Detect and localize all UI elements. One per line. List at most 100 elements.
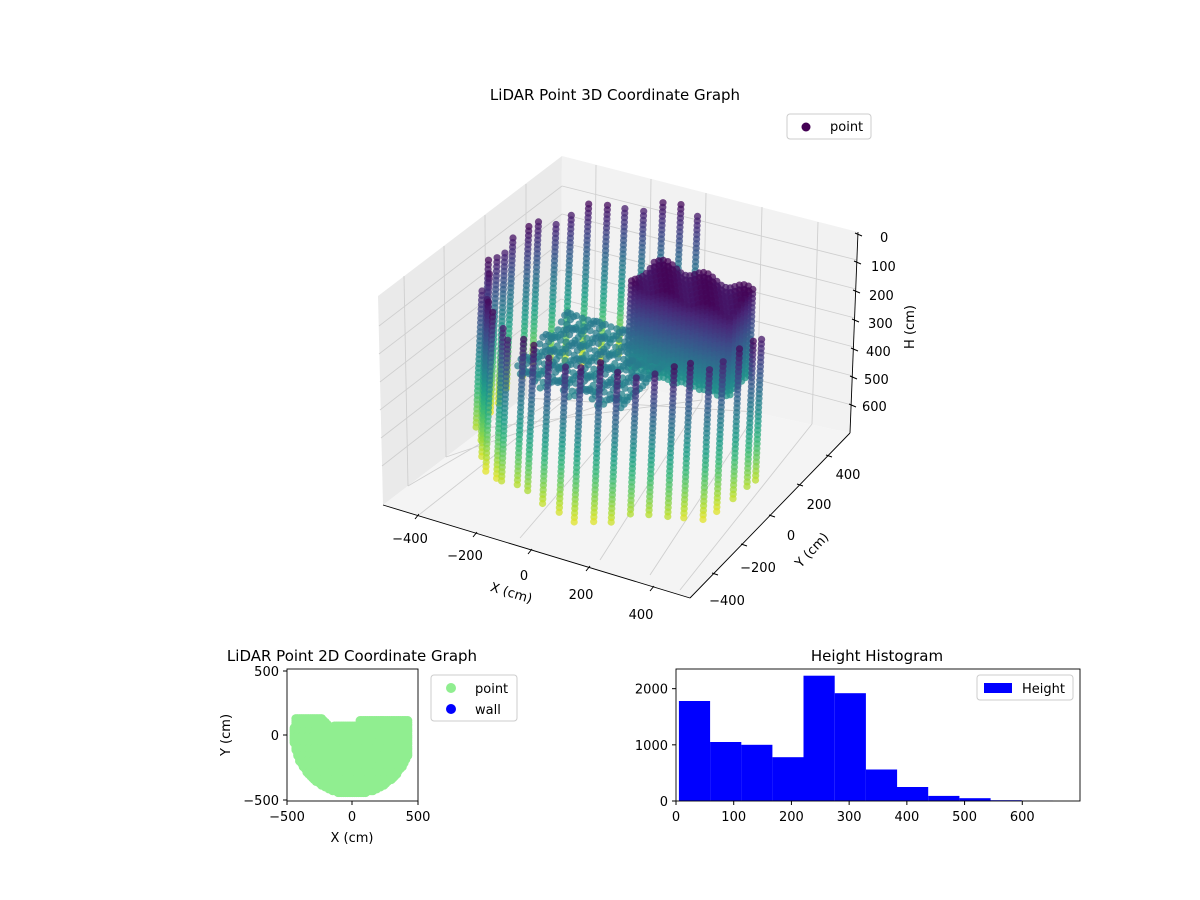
scatter-point-3d <box>625 359 633 367</box>
y-tick-3d-3: 0 <box>768 514 795 544</box>
scatter-point-3d <box>646 356 654 364</box>
scatter-point-3d <box>589 320 598 328</box>
scatter-point-3d <box>585 345 593 353</box>
scatter-point-3d <box>535 358 543 366</box>
scatter-point-3d <box>743 482 751 490</box>
scatter-point-3d <box>713 507 721 516</box>
y-tick-3d-5: 400 <box>825 454 861 483</box>
chart-3d-points <box>472 199 766 526</box>
x-tick-3d-2: −200 <box>447 531 483 564</box>
scatter-point-3d <box>596 351 605 359</box>
chart-2d-title: LiDAR Point 2D Coordinate Graph <box>227 647 477 665</box>
scatter-point-3d <box>560 330 568 338</box>
scatter-point-3d <box>583 387 591 395</box>
scatter-point-3d <box>590 518 598 526</box>
scatter-point-3d <box>554 378 562 387</box>
z-tick-3d-6: 500 <box>849 373 889 388</box>
scatter-point-3d <box>618 329 626 337</box>
y-tick-label: 400 <box>836 468 861 483</box>
scatter-point-3d <box>588 339 597 347</box>
z-tick-label: 500 <box>864 373 889 388</box>
scatter-point-3d <box>751 476 760 484</box>
x-tick-label: −400 <box>392 532 428 547</box>
scatter-point-3d <box>617 347 625 355</box>
chart-3d-y-label: Y (cm) <box>792 530 832 572</box>
scatter-point-3d <box>561 311 569 319</box>
z-tick-3d-3: 200 <box>852 289 894 304</box>
chart-3d-x-label: X (cm) <box>488 580 534 607</box>
legend-marker-point <box>801 122 811 132</box>
z-tick-label: 200 <box>869 289 894 304</box>
legend-label-point: point <box>830 120 863 135</box>
scatter-point-3d <box>564 349 573 357</box>
x-tick-3d-3: 0 <box>520 548 533 584</box>
scatter-point-3d <box>482 467 490 475</box>
scatter-point-3d <box>607 518 615 526</box>
scatter-point-3d <box>565 331 574 339</box>
scatter-point-3d <box>538 352 546 360</box>
scatter-point-3d <box>664 512 672 521</box>
chart-2d: LiDAR Point 2D Coordinate Graph −500 0 5… <box>219 647 518 846</box>
scatter-point-3d <box>621 384 629 392</box>
y-tick-3d-2: −200 <box>740 543 776 576</box>
scatter-point-3d <box>606 395 614 403</box>
z-tick-label: 400 <box>866 345 891 360</box>
scatter-point-3d <box>626 510 635 518</box>
scatter-point-3d <box>603 381 612 389</box>
y-tick-label: −400 <box>709 594 745 609</box>
scatter-point-3d <box>622 366 630 374</box>
scatter-point-3d <box>570 518 578 526</box>
x-tick-3d-1: −400 <box>392 513 428 547</box>
legend-box <box>786 113 872 140</box>
scatter-point-3d <box>556 336 565 344</box>
scatter-point-3d <box>623 348 631 356</box>
y-tick-label: −200 <box>740 561 776 576</box>
scatter-point-3d <box>539 333 547 341</box>
scatter-point-3d <box>568 342 576 350</box>
chart-3d: LiDAR Point 3D Coordinate Graph <box>378 86 918 623</box>
chart-2d-points <box>289 714 413 798</box>
scatter-point-3d <box>729 495 737 503</box>
z-tick-3d-7: 600 <box>848 400 887 415</box>
scatter-point-3d <box>557 318 566 326</box>
z-tick-label: 0 <box>880 231 888 246</box>
scatter-point-3d <box>539 499 547 508</box>
x-tick-label: 400 <box>629 608 654 623</box>
z-tick-label: 100 <box>871 260 896 275</box>
chart-3d-z-ticks: 0 100 200 300 400 500 <box>848 231 918 415</box>
scatter-point-3d <box>615 335 623 343</box>
scatter-point-3d <box>652 357 660 365</box>
z-tick-label: 600 <box>862 400 887 415</box>
scatter-point-3d <box>586 327 594 335</box>
scatter-point-3d <box>645 511 653 519</box>
y-tick-3d-1: −400 <box>709 572 745 609</box>
chart-3d-title: LiDAR Point 3D Coordinate Graph <box>490 86 740 104</box>
z-tick-3d-2: 100 <box>853 260 896 275</box>
chart-3d-z-label: H (cm) <box>903 305 918 349</box>
scatter-point-3d <box>578 314 586 322</box>
scatter-point-3d <box>680 514 688 522</box>
scatter-point-3d <box>472 423 480 431</box>
scatter-point-3d <box>643 362 651 370</box>
y-tick-label: 0 <box>787 529 795 544</box>
y-tick-label: 200 <box>807 498 832 513</box>
y-tick-3d-4: 200 <box>796 483 832 513</box>
x-tick-3d-4: 200 <box>569 565 594 603</box>
scatter-point-3d <box>594 339 602 347</box>
z-tick-3d-4: 300 <box>851 317 893 332</box>
scatter-point-3d <box>614 354 622 362</box>
scatter-point-3d <box>607 323 615 331</box>
z-tick-3d-1: 0 <box>854 231 888 246</box>
scatter-point-3d <box>524 487 532 495</box>
scatter-point-3d <box>536 340 544 348</box>
scatter-point-3d <box>498 477 506 485</box>
x-tick-label: 0 <box>520 569 528 584</box>
scatter-point-3d <box>624 378 632 386</box>
z-tick-3d-5: 400 <box>850 345 891 360</box>
x-tick-3d-5: 400 <box>629 585 655 623</box>
scatter-point-3d <box>513 481 521 489</box>
chart-3d-legend: point <box>786 113 872 140</box>
x-tick-label: −200 <box>447 549 483 564</box>
x-tick-label: 200 <box>569 588 594 603</box>
